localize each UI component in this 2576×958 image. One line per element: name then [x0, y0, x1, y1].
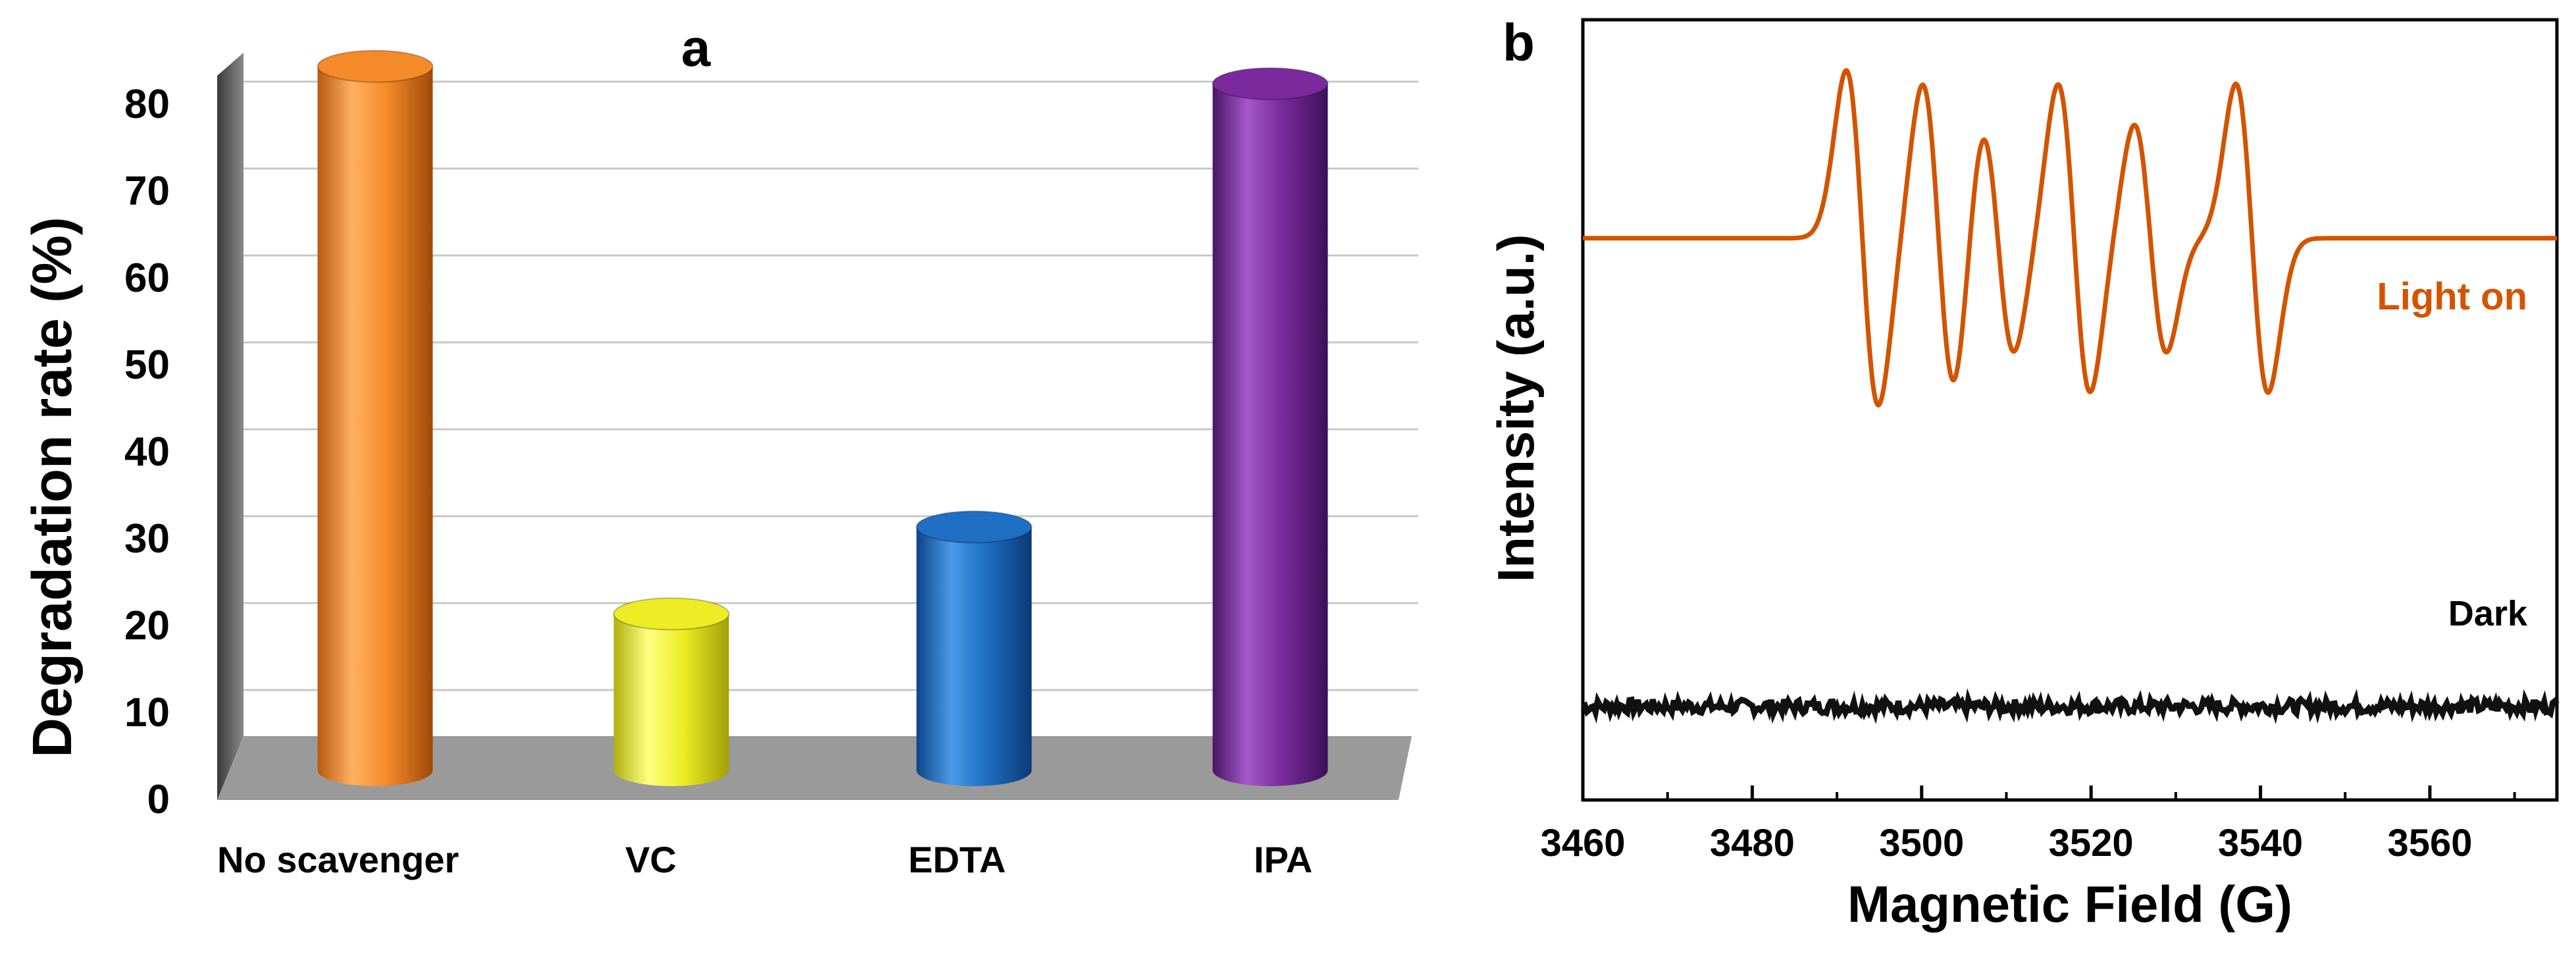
x-tick-label: 3500: [1879, 822, 1964, 865]
y-tick-label: 70: [124, 169, 170, 214]
y-tick-label: 60: [124, 255, 170, 301]
bar-body: [613, 614, 729, 786]
bar-vc: [613, 597, 730, 786]
panel-b-letter: b: [1503, 13, 1535, 72]
panel-a-floor: [217, 736, 1412, 800]
y-tick-label: 0: [147, 777, 170, 822]
y-axis-label-panel-a: Degradation rate (%): [21, 217, 83, 757]
y-tick-label: 10: [124, 690, 170, 735]
panel-a-side-wall: [217, 53, 244, 800]
bar-edta: [915, 510, 1033, 786]
series-line-dark: [1582, 688, 2560, 724]
x-tick-label: 3520: [2049, 822, 2134, 865]
bar-no-scavenger: [317, 49, 434, 786]
x-tick-label: 3560: [2387, 822, 2472, 865]
bar-top: [1212, 67, 1329, 101]
y-axis-label-panel-b: Intensity (a.u.): [1487, 234, 1545, 583]
legend-label-light-on: Light on: [2377, 275, 2527, 318]
y-tick-label: 50: [124, 342, 170, 388]
bar-top: [915, 510, 1033, 544]
bar-body: [916, 527, 1032, 786]
panel-a-letter: a: [681, 18, 711, 77]
x-tick-label: 3540: [2218, 822, 2303, 865]
y-tick-label: 80: [124, 82, 170, 127]
panel-b-epr-spectrum: b 3460 3480 3500 3520 3540 3560 Magnetic Fiel…: [1487, 13, 2560, 933]
x-category-label: IPA: [1254, 839, 1312, 880]
x-category-label: No scavenger: [217, 839, 459, 880]
y-tick-label: 20: [124, 603, 170, 649]
x-axis-label-panel-b: Magnetic Field (G): [1847, 875, 2292, 933]
y-tick-label: 40: [124, 429, 170, 475]
panel-a-bar-chart: a 0 10 20 30 40 50 60 70 80 Degradation rate (%)…: [21, 18, 1418, 880]
bar-top: [613, 597, 730, 631]
panel-b-plot-frame: [1581, 18, 2559, 802]
bar-body: [317, 66, 433, 786]
x-tick-label: 3460: [1540, 822, 1625, 865]
series-line-light-on: [1583, 67, 2557, 408]
bar-ipa: [1212, 67, 1329, 787]
x-tick-label: 3480: [1710, 822, 1795, 865]
x-category-label: VC: [625, 839, 677, 880]
bar-body: [1212, 84, 1328, 787]
legend-label-dark: Dark: [2448, 594, 2528, 633]
bar-top: [317, 49, 434, 83]
y-tick-label: 30: [124, 516, 170, 562]
x-category-label: EDTA: [908, 839, 1006, 880]
